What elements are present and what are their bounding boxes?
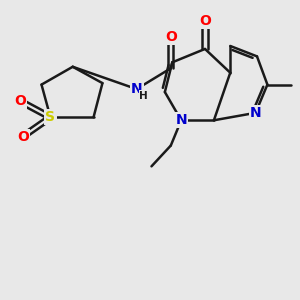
Text: O: O — [14, 94, 26, 108]
Text: O: O — [17, 130, 29, 144]
Text: N: N — [131, 82, 142, 96]
Text: N: N — [250, 106, 261, 120]
Text: H: H — [139, 91, 148, 100]
Text: O: O — [165, 30, 177, 44]
Text: N: N — [176, 113, 187, 127]
Text: S: S — [45, 110, 56, 124]
Text: O: O — [199, 14, 211, 28]
